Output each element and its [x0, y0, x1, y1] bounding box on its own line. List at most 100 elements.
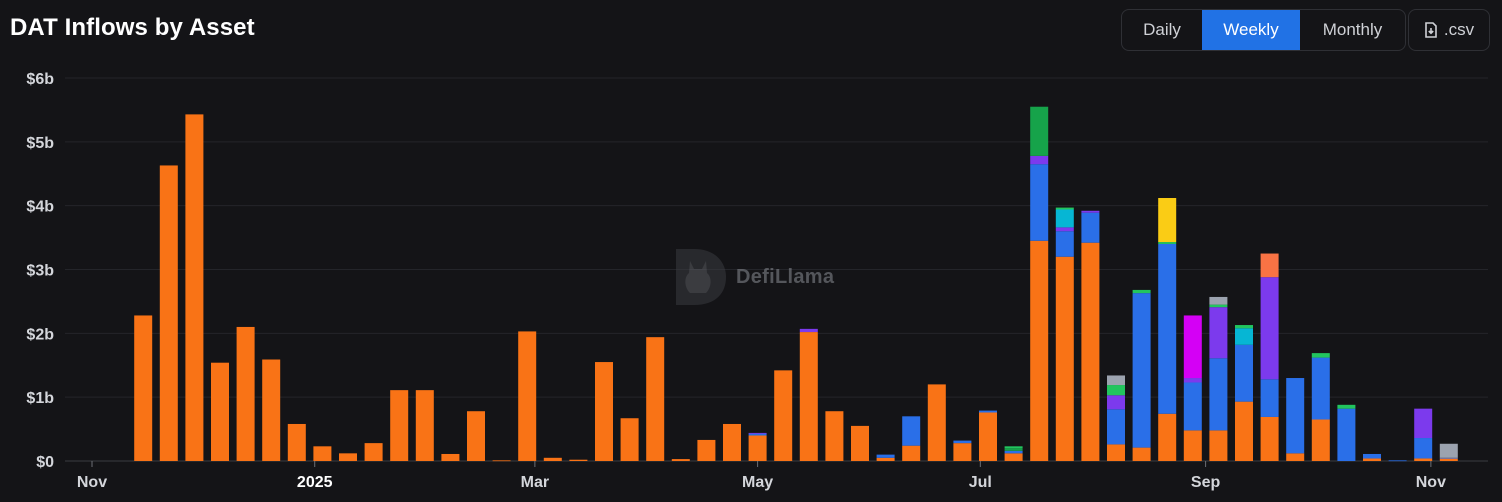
bar-segment[interactable]	[1107, 444, 1125, 461]
bar-segment[interactable]	[979, 410, 997, 413]
bar-segment[interactable]	[313, 446, 332, 461]
bar-segment[interactable]	[1363, 458, 1381, 461]
bar-segment[interactable]	[1209, 358, 1228, 431]
bar-segment[interactable]	[1107, 375, 1125, 386]
bar-segment[interactable]	[1439, 443, 1458, 458]
bar-segment[interactable]	[569, 459, 588, 461]
bar-segment[interactable]	[1158, 242, 1177, 244]
bar-segment[interactable]	[1363, 453, 1381, 459]
bar-segment[interactable]	[902, 416, 921, 446]
bar-segment[interactable]	[1158, 243, 1177, 414]
bar-segment[interactable]	[876, 457, 895, 461]
bar-segment[interactable]	[1081, 212, 1100, 243]
bar-segment[interactable]	[1209, 304, 1228, 308]
bar-segment[interactable]	[1004, 450, 1023, 454]
bar-segment[interactable]	[1209, 430, 1228, 461]
bar-segment[interactable]	[1158, 198, 1177, 243]
bar-segment[interactable]	[1260, 277, 1279, 380]
bar-segment[interactable]	[441, 453, 460, 461]
bar-segment[interactable]	[518, 331, 537, 461]
bar-segment[interactable]	[1337, 408, 1356, 461]
daily-button[interactable]: Daily	[1122, 10, 1202, 50]
bar-segment[interactable]	[774, 370, 793, 461]
bar-segment[interactable]	[1055, 209, 1074, 228]
bar-segment[interactable]	[595, 362, 613, 461]
bar-segment[interactable]	[1235, 328, 1253, 345]
bar-segment[interactable]	[1260, 416, 1279, 461]
bar-segment[interactable]	[1055, 231, 1074, 257]
bar-segment[interactable]	[1286, 378, 1305, 454]
bar-segment[interactable]	[1388, 460, 1407, 462]
bar-segment[interactable]	[723, 423, 741, 461]
bar-segment[interactable]	[1030, 164, 1049, 241]
bar-segment[interactable]	[236, 326, 255, 461]
bar-segment[interactable]	[287, 423, 306, 461]
bar-segment[interactable]	[1107, 409, 1125, 445]
bar-segment[interactable]	[1439, 458, 1458, 461]
bar-segment[interactable]	[1311, 353, 1330, 358]
bar-segment[interactable]	[979, 412, 997, 461]
bar-segment[interactable]	[1414, 408, 1433, 439]
bar-segment[interactable]	[697, 439, 716, 461]
bar-segment[interactable]	[415, 390, 434, 461]
bar-segment[interactable]	[1107, 385, 1125, 396]
bar-segment[interactable]	[1055, 256, 1074, 461]
bar-segment[interactable]	[159, 165, 178, 461]
bar-segment[interactable]	[390, 390, 409, 461]
bar-segment[interactable]	[1311, 357, 1330, 420]
bar-segment[interactable]	[1260, 379, 1279, 417]
bar-segment[interactable]	[1132, 293, 1151, 448]
bar-segment[interactable]	[1030, 240, 1049, 461]
weekly-button[interactable]: Weekly	[1202, 10, 1300, 50]
bar-segment[interactable]	[1055, 207, 1074, 210]
monthly-button[interactable]: Monthly	[1300, 10, 1405, 50]
bar-segment[interactable]	[748, 433, 767, 436]
bar-segment[interactable]	[1107, 395, 1125, 410]
bar-segment[interactable]	[646, 337, 665, 461]
bar-segment[interactable]	[1209, 296, 1228, 305]
csv-download-button[interactable]: .csv	[1408, 9, 1490, 51]
bar-segment[interactable]	[467, 411, 485, 461]
bar-segment[interactable]	[1004, 453, 1023, 461]
bar-segment[interactable]	[1055, 227, 1074, 232]
bar-segment[interactable]	[1132, 289, 1151, 294]
bar-segment[interactable]	[1209, 307, 1228, 359]
bar-segment[interactable]	[364, 443, 383, 461]
bar-segment[interactable]	[799, 328, 818, 333]
bar-segment[interactable]	[1030, 106, 1049, 156]
bar-segment[interactable]	[1439, 457, 1458, 459]
bar-segment[interactable]	[134, 315, 153, 461]
bar-segment[interactable]	[748, 435, 767, 461]
bar-segment[interactable]	[851, 425, 869, 461]
bar-segment[interactable]	[620, 418, 639, 461]
bar-segment[interactable]	[825, 411, 844, 461]
bar-segment[interactable]	[671, 459, 690, 461]
bar-segment[interactable]	[492, 460, 511, 462]
bar-segment[interactable]	[1311, 419, 1330, 461]
bar-segment[interactable]	[211, 362, 229, 461]
bar-segment[interactable]	[1183, 378, 1202, 383]
bar-segment[interactable]	[262, 359, 281, 461]
bar-segment[interactable]	[1286, 453, 1305, 461]
bar-segment[interactable]	[799, 332, 818, 461]
bar-segment[interactable]	[1132, 447, 1151, 461]
bar-segment[interactable]	[1235, 344, 1253, 402]
bar-segment[interactable]	[1414, 458, 1433, 461]
bar-segment[interactable]	[1158, 413, 1177, 461]
bar-segment[interactable]	[339, 453, 357, 461]
bar-segment[interactable]	[1183, 382, 1202, 431]
bar-segment[interactable]	[876, 454, 895, 458]
bar-segment[interactable]	[1004, 446, 1023, 449]
bar-segment[interactable]	[1081, 210, 1100, 213]
bar-segment[interactable]	[1235, 401, 1253, 461]
bar-segment[interactable]	[953, 440, 972, 444]
bar-segment[interactable]	[1260, 253, 1279, 278]
bar-segment[interactable]	[902, 445, 921, 461]
bar-segment[interactable]	[927, 384, 946, 461]
bar-segment[interactable]	[1030, 155, 1049, 165]
bar-segment[interactable]	[953, 443, 972, 461]
bar-segment[interactable]	[1414, 438, 1433, 459]
bar-segment[interactable]	[1235, 325, 1253, 329]
bar-segment[interactable]	[1337, 404, 1356, 409]
bar-segment[interactable]	[1004, 448, 1023, 451]
